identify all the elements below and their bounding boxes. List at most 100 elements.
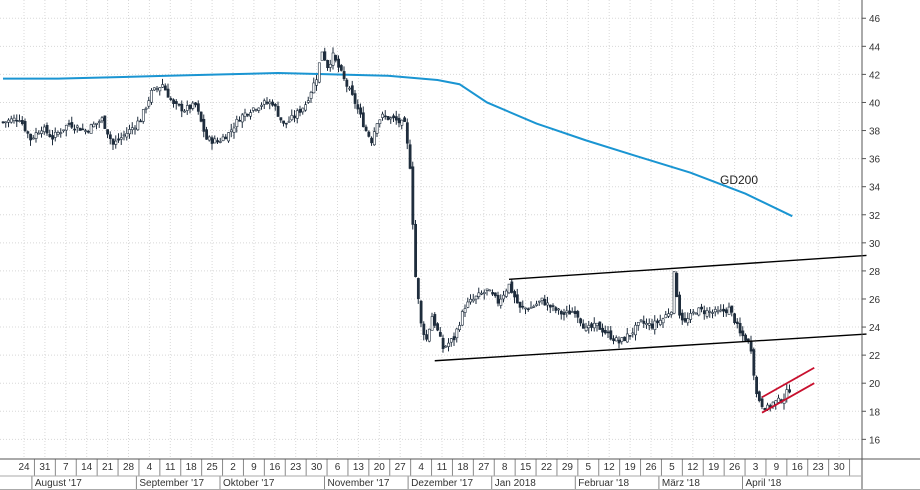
candle-up (97, 121, 101, 123)
candle-down (724, 309, 728, 314)
candle-down (763, 407, 767, 411)
candle-down (735, 321, 739, 324)
candle-down (628, 335, 632, 337)
x-month-label: Jan 2018 (495, 478, 537, 489)
candle-down (513, 291, 517, 298)
candle-down (276, 106, 280, 117)
candle-up (777, 397, 781, 403)
trendline-red-lower (761, 382, 815, 414)
candle-up (7, 119, 11, 123)
x-tick-label: 11 (437, 462, 448, 473)
x-tick-label: 3 (753, 462, 759, 473)
candle-up (301, 107, 305, 113)
candle-up (185, 105, 189, 111)
candle-up (62, 129, 66, 132)
candle-up (12, 117, 16, 121)
candle-up (785, 389, 789, 399)
candle-up (53, 131, 57, 138)
candle-up (42, 126, 46, 133)
candle-down (350, 85, 354, 95)
x-month-label: April '18 (746, 478, 782, 489)
candle-up (295, 110, 299, 119)
candle-up (122, 134, 126, 137)
candle-up (130, 127, 134, 131)
candle-up (449, 338, 453, 343)
candle-up (141, 109, 145, 122)
trendline-lower-channel (434, 333, 867, 362)
candle-up (158, 87, 162, 92)
candle-down (733, 313, 737, 324)
candle-up (31, 137, 35, 140)
candle-up (653, 320, 657, 330)
x-tick-label: 4 (418, 462, 424, 473)
candle-down (392, 115, 396, 119)
candle-down (606, 331, 610, 334)
candle-up (229, 129, 233, 132)
x-tick-label: 15 (520, 462, 532, 473)
candle-down (760, 398, 764, 407)
candle-down (111, 138, 115, 145)
y-tick-label: 28 (869, 267, 881, 278)
candle-down (81, 128, 85, 131)
candle-down (436, 323, 440, 331)
candle-down (20, 120, 24, 125)
candle-down (408, 144, 412, 169)
candle-down (367, 131, 371, 137)
candle-up (708, 311, 712, 313)
candle-down (172, 99, 176, 104)
trendline-upper-channel (508, 254, 867, 281)
candle-up (672, 271, 676, 314)
candle-up (455, 328, 459, 339)
candle-down (425, 334, 429, 340)
candle-down (788, 389, 792, 393)
candle-down (117, 138, 121, 141)
candle-up (727, 306, 731, 315)
candle-down (579, 318, 583, 324)
candle-down (45, 125, 49, 134)
candle-down (180, 103, 184, 112)
candle-up (59, 132, 63, 134)
candle-up (381, 113, 385, 118)
candle-up (447, 342, 451, 347)
candle-up (331, 52, 335, 66)
candle-down (623, 336, 627, 342)
candle-down (568, 310, 572, 315)
candle-down (298, 109, 302, 113)
candle-up (249, 112, 253, 117)
candle-up (584, 326, 588, 331)
candle-up (155, 88, 159, 90)
x-tick-label: 30 (311, 462, 323, 473)
x-month-label: Oktober '17 (223, 478, 275, 489)
x-tick-label: 26 (729, 462, 741, 473)
candle-down (491, 292, 495, 295)
y-tick-label: 20 (869, 379, 881, 390)
candle-down (106, 129, 110, 135)
candle-down (210, 137, 214, 144)
candle-down (414, 223, 418, 278)
candle-up (427, 328, 431, 342)
y-tick-label: 46 (869, 14, 881, 25)
candle-down (48, 134, 52, 138)
candle-up (463, 308, 467, 313)
candle-up (317, 62, 321, 83)
candle-up (227, 132, 231, 142)
candle-up (18, 120, 22, 122)
y-tick-label: 24 (869, 323, 881, 334)
candle-down (617, 339, 621, 344)
candle-down (166, 88, 170, 98)
candle-up (309, 92, 313, 99)
candle-up (645, 323, 649, 326)
candle-up (378, 119, 382, 124)
candle-down (199, 111, 203, 122)
x-tick-label: 12 (687, 462, 699, 473)
candle-up (647, 323, 651, 326)
candle-up (713, 309, 717, 313)
candle-up (540, 297, 544, 301)
candle-up (207, 136, 211, 141)
candle-down (683, 318, 687, 322)
candle-up (691, 311, 695, 314)
x-month-label: November '17 (328, 478, 390, 489)
candle-up (524, 307, 528, 310)
